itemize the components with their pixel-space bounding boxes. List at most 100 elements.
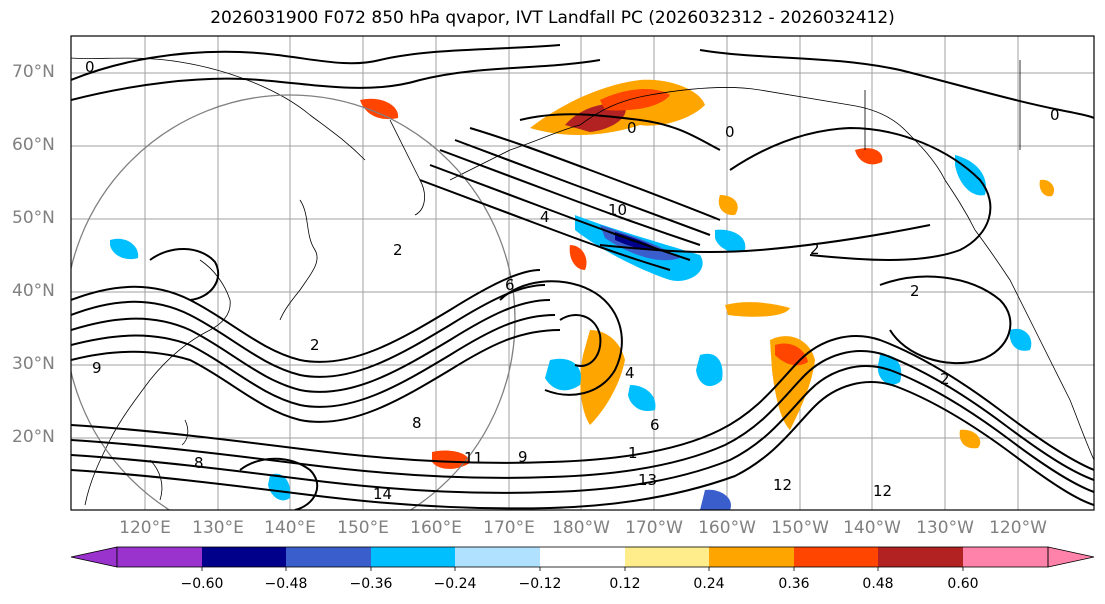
lon-label: 140°W	[843, 518, 901, 538]
coast-asia-north	[71, 57, 366, 161]
patch-central-negative	[545, 358, 581, 391]
lon-label: 120°W	[989, 518, 1047, 538]
contour-label: 1	[628, 444, 638, 462]
colorbar-tick-label: 0.60	[947, 576, 979, 592]
contour-label: 2	[810, 240, 820, 258]
contour-wave-d	[71, 314, 556, 408]
contour-label: 9	[92, 359, 102, 377]
patch-central-positive	[580, 330, 625, 425]
contour-label: 2	[393, 241, 403, 259]
lat-label: 70°N	[12, 62, 55, 82]
contour-west-loop	[149, 248, 220, 301]
coastlines	[71, 57, 1094, 506]
patch-canada-negative	[955, 155, 986, 196]
lon-label: 160°E	[410, 518, 462, 538]
colorbar-seg	[625, 547, 709, 567]
contour-labels: 0 0 0 0 2 2 2 2 2 4 4 6 6 8 8 9 9 10 11 …	[85, 58, 1060, 503]
contour-alaska-1	[519, 113, 721, 151]
lon-label: 130°W	[916, 518, 974, 538]
patch-westjapan-positive	[360, 98, 399, 120]
colorbar-seg	[371, 547, 455, 567]
contour-label: 11	[464, 449, 483, 467]
lon-label: 150°W	[771, 518, 829, 538]
colorbar-seg	[794, 547, 878, 567]
contour-label: 0	[1050, 106, 1060, 124]
lon-label: 180°W	[552, 518, 610, 538]
contour-jet-b	[429, 164, 691, 261]
contour-mid-2	[599, 224, 931, 254]
contour-jet-c	[439, 149, 701, 246]
colorbar-seg	[709, 547, 794, 567]
contour-label: 0	[725, 123, 735, 141]
contour-label: 14	[373, 485, 392, 503]
patch-sw4-positive	[959, 429, 981, 449]
patch-dateline-south-negative	[268, 473, 291, 501]
coast-aleutians	[449, 124, 581, 181]
patch-sw-negative	[628, 385, 656, 411]
coast-japan	[279, 199, 318, 321]
colorbar-tick-label: −0.48	[264, 576, 308, 592]
contour-s-b	[71, 350, 1094, 481]
contour-label: 8	[194, 454, 204, 472]
patch-northpacific-positive	[718, 195, 738, 216]
contour-arctic-0	[71, 44, 561, 81]
colorbar-tick-label: −0.36	[349, 576, 393, 592]
contour-tropic-loop	[239, 457, 319, 510]
colorbar-tick-label: 0.12	[609, 576, 641, 592]
contour-east-0	[699, 49, 1094, 119]
contour-wave-c	[71, 299, 551, 393]
patch-gulf-positive	[855, 148, 883, 165]
contour-label: 2	[910, 282, 920, 300]
lon-label: 140°E	[264, 518, 316, 538]
colorbar-seg	[286, 547, 371, 567]
colorbar-extend-low	[70, 546, 118, 568]
patch-s-neg	[700, 489, 731, 510]
colorbar-tick-label: 0.36	[778, 576, 810, 592]
coast-bc-us	[974, 229, 1094, 461]
contour-label: 2	[940, 370, 950, 388]
colorbar-tick-label: −0.24	[433, 576, 477, 592]
patch-dateline-negative	[696, 353, 723, 387]
patch-mid-positive	[725, 302, 790, 317]
colorbar-tick-label: −0.60	[180, 576, 224, 592]
contour-label: 9	[518, 448, 528, 466]
coast-kamchatka	[389, 119, 425, 216]
lon-label: 160°W	[698, 518, 756, 538]
contour-label: 6	[505, 276, 515, 294]
patch-far-east-positive	[1039, 179, 1055, 197]
map-title: 2026031900 F072 850 hPa qvapor, IVT Land…	[210, 8, 895, 28]
landfall-great-circle	[71, 94, 516, 510]
lon-label: 150°E	[337, 518, 389, 538]
contour-label: 10	[608, 201, 627, 219]
lat-label: 40°N	[12, 281, 55, 301]
map-frame	[70, 35, 1095, 511]
colorbar-outline	[116, 546, 1049, 568]
contours	[71, 44, 1094, 510]
contour-label: 4	[540, 208, 550, 226]
contour-label: 4	[625, 364, 635, 382]
colorbar-tick-label: 0.48	[862, 576, 894, 592]
contour-label: 12	[873, 482, 892, 500]
contour-wave-a	[71, 269, 541, 363]
contour-jet-a	[419, 179, 671, 271]
lat-label: 30°N	[12, 354, 55, 374]
colorbar-seg	[963, 547, 1048, 567]
lat-label: 60°N	[12, 135, 55, 155]
contour-label: 8	[412, 414, 422, 432]
colorbar-seg	[878, 547, 963, 567]
colorbar-tick-label: 0.24	[693, 576, 725, 592]
contour-s-c	[71, 365, 1094, 494]
contour-jet-d	[454, 139, 711, 236]
patch-sw2-positive	[569, 245, 587, 270]
contour-label: 6	[650, 416, 660, 434]
lon-label: 120°E	[119, 518, 171, 538]
lon-label: 170°E	[483, 518, 535, 538]
contour-label: 0	[85, 58, 95, 76]
coast-taiwan	[181, 419, 189, 446]
contour-central-loop	[499, 280, 623, 396]
contour-central-loop2	[559, 314, 602, 367]
coast-philippines	[149, 459, 163, 501]
patch-tropics-positive	[432, 450, 470, 469]
colorbar-seg	[455, 547, 540, 567]
